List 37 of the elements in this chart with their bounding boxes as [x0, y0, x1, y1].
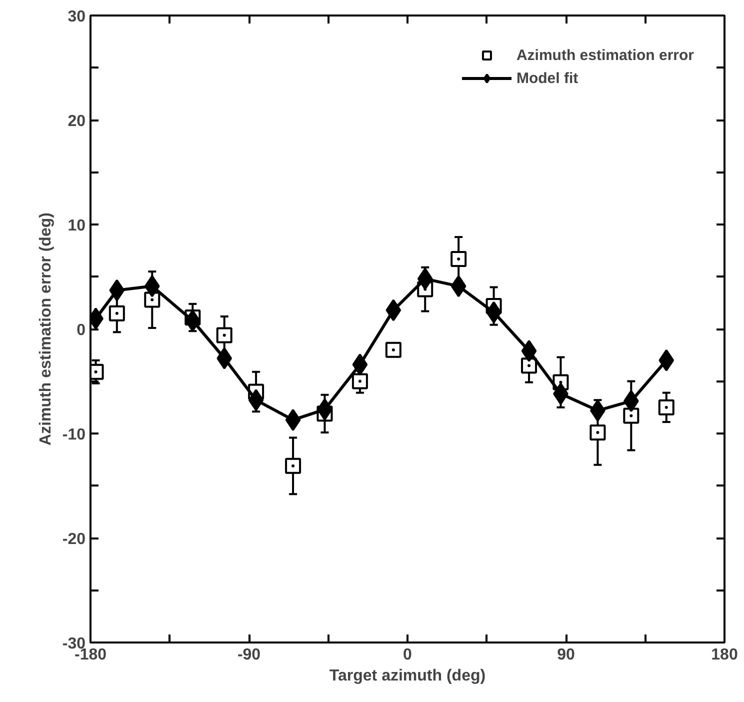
point — [450, 275, 466, 298]
y-tick-label: 20 — [68, 113, 86, 130]
y-tick-label: -10 — [62, 426, 86, 444]
point — [386, 299, 402, 322]
x-tick-label: 0 — [403, 646, 412, 664]
y-tick-label: 10 — [68, 218, 86, 234]
point — [450, 250, 467, 267]
y-tick-label: 0 — [76, 322, 86, 339]
point — [417, 268, 433, 290]
point — [144, 275, 160, 298]
x-tick-label: 180 — [711, 646, 738, 664]
point — [216, 347, 232, 370]
y-tick-label: -20 — [62, 531, 86, 548]
x-tick-label: 90 — [557, 646, 575, 664]
point — [623, 390, 639, 412]
point — [658, 349, 674, 372]
y-axis-title: Azimuth estimation error (deg) — [37, 212, 54, 446]
point — [108, 305, 125, 322]
point — [623, 408, 640, 424]
point — [521, 340, 537, 362]
point — [521, 358, 538, 374]
legend-label: Azimuth estimation error — [516, 46, 694, 64]
point — [590, 424, 606, 440]
x-axis-title: Target azimuth (deg) — [329, 668, 486, 684]
point — [385, 342, 402, 358]
point — [216, 327, 232, 344]
y-tick-label: 30 — [68, 8, 86, 26]
point — [184, 310, 200, 332]
point — [248, 389, 264, 412]
point — [658, 399, 674, 416]
legend-label: Model fit — [516, 70, 578, 86]
point — [352, 354, 368, 376]
point — [285, 408, 301, 431]
point — [352, 373, 368, 390]
point — [109, 279, 125, 302]
x-tick-label: -90 — [237, 646, 261, 664]
point — [285, 458, 302, 474]
